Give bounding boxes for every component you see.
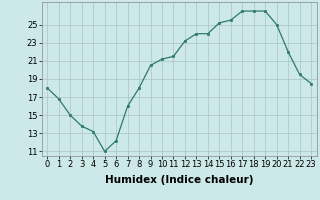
X-axis label: Humidex (Indice chaleur): Humidex (Indice chaleur) <box>105 175 253 185</box>
